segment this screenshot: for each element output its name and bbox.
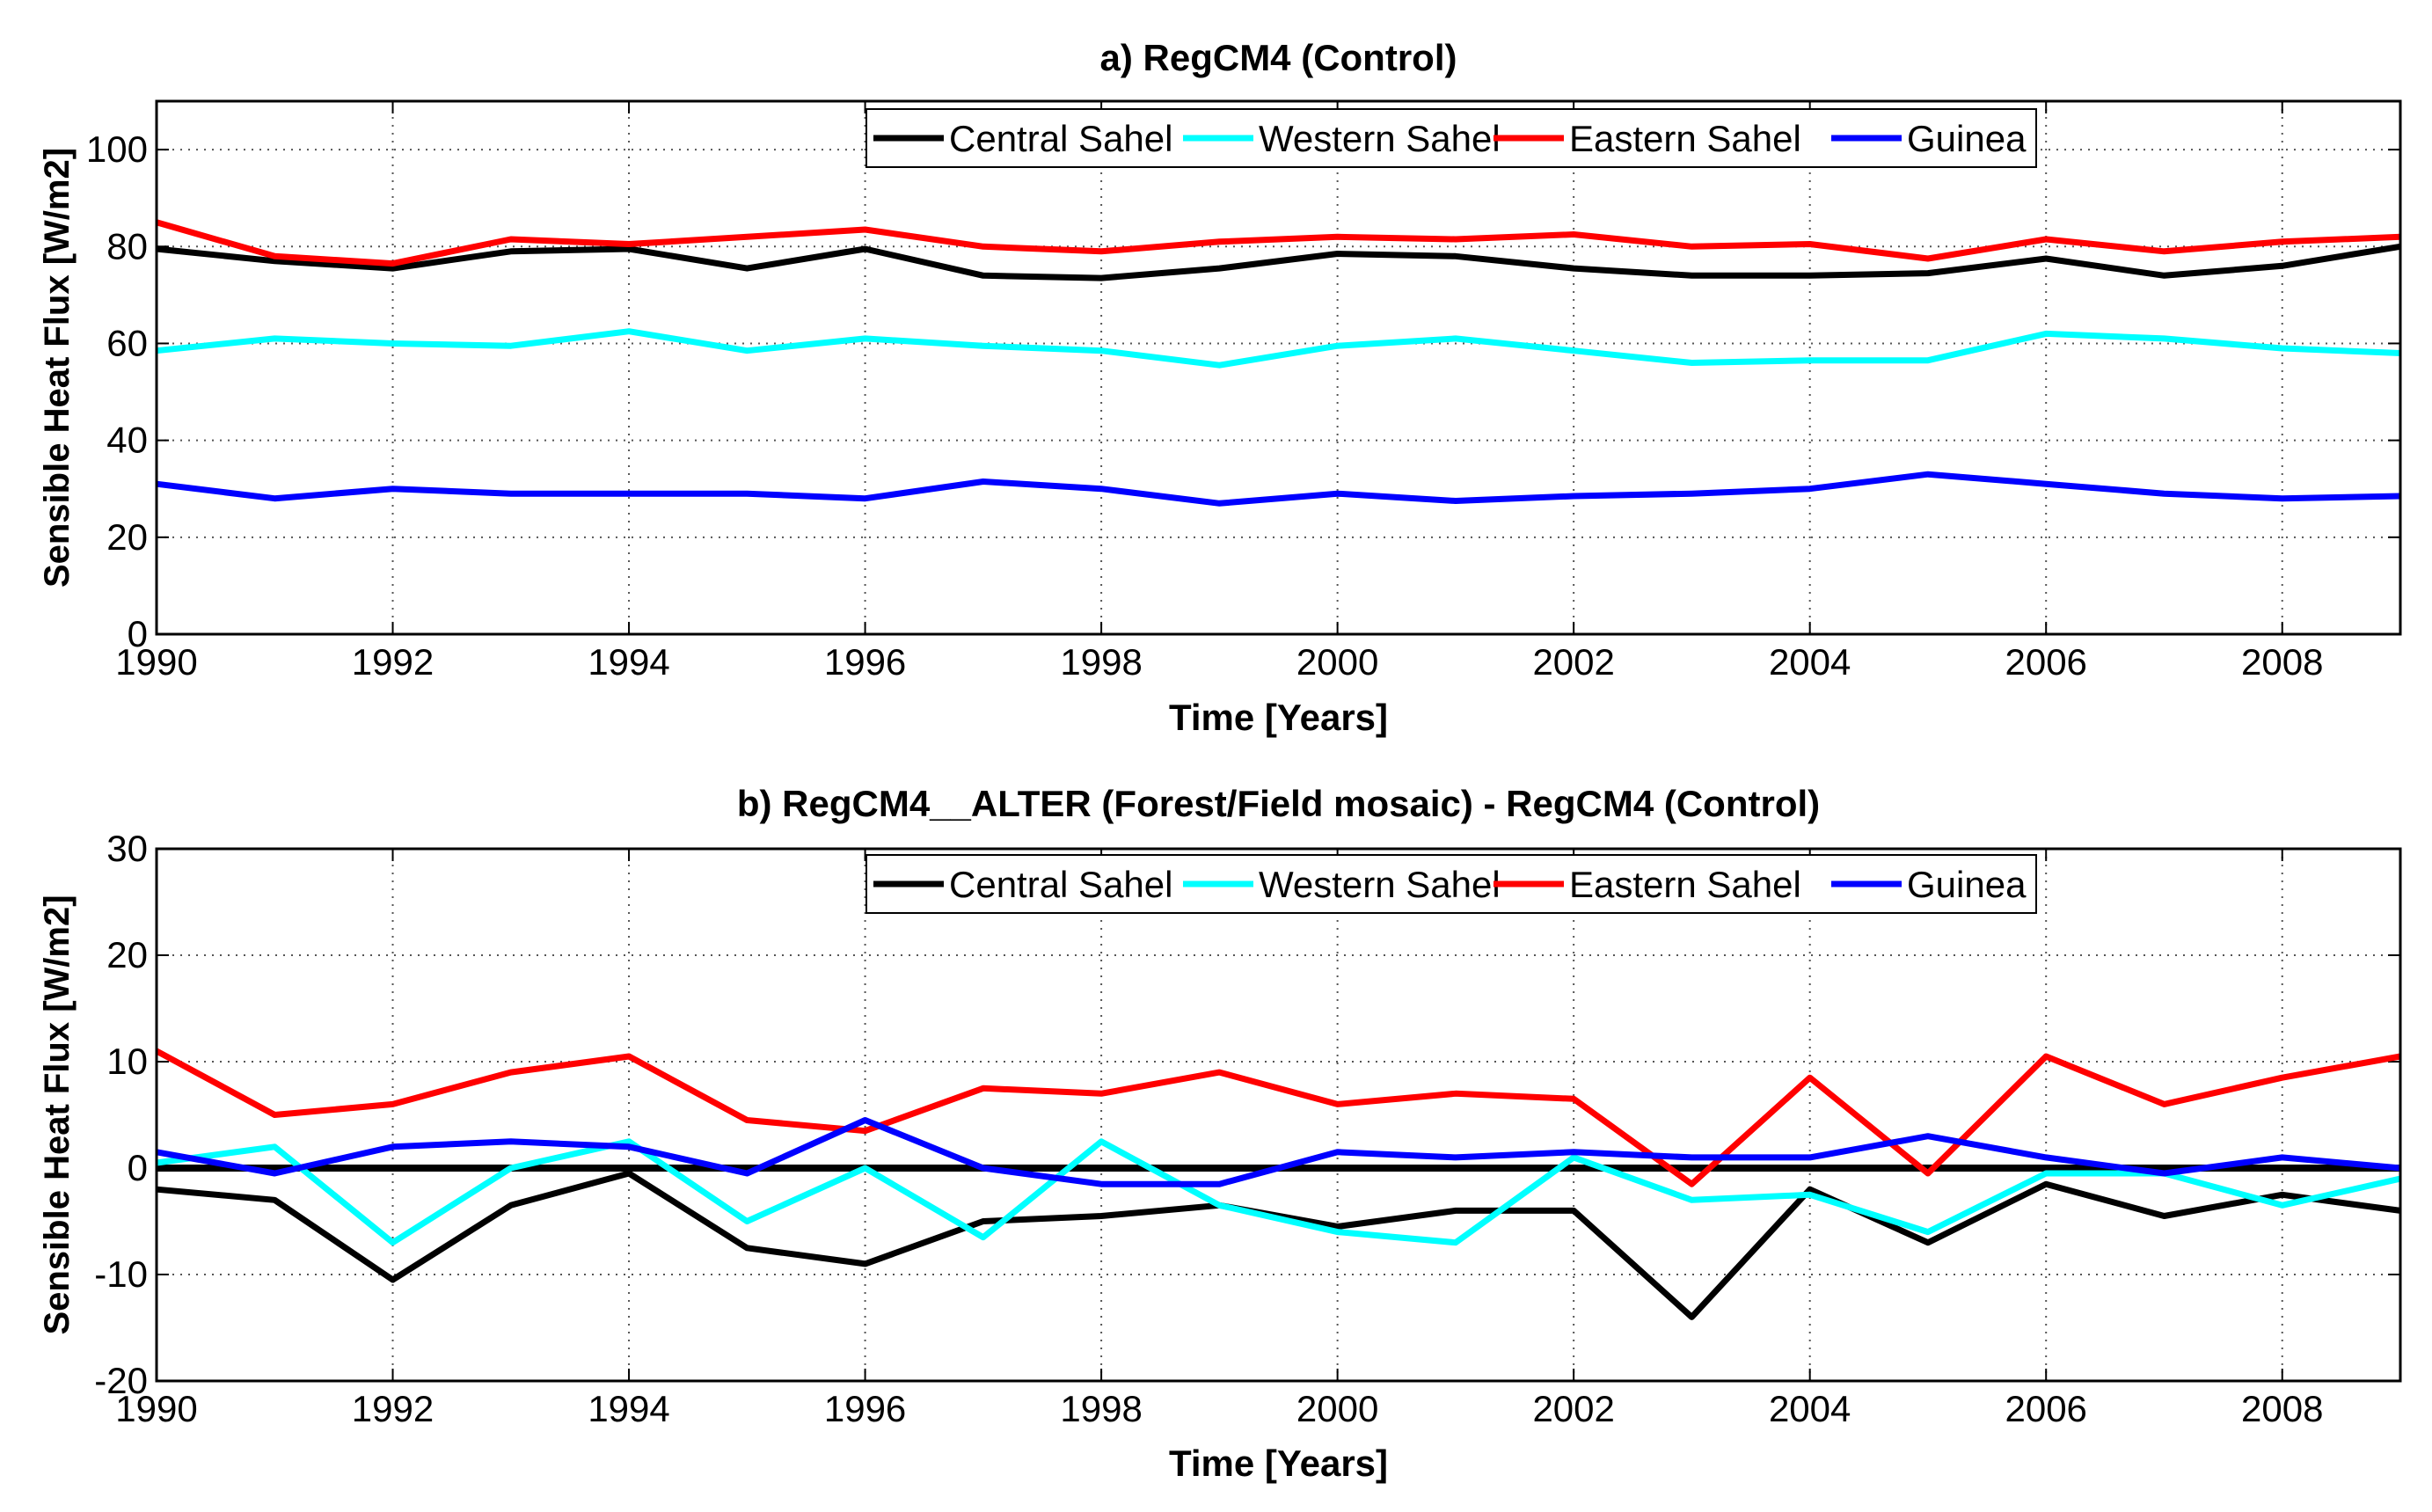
chart-title: a) RegCM4 (Control) — [1100, 37, 1457, 78]
legend-label: Central Sahel — [949, 118, 1172, 159]
series-line-guinea — [156, 1117, 2401, 1187]
y-tick-label: 30 — [106, 828, 148, 869]
y-tick-label: 60 — [106, 322, 148, 363]
series-line-eastern-sahel — [155, 1048, 2401, 1187]
x-axis-label: Time [Years] — [1169, 697, 1388, 738]
chart-a: 1990 1992 1994 1996 1998 2000 2002 2004 2006 2008… — [38, 37, 2402, 738]
x-tick-label: 2002 — [1532, 1388, 1614, 1429]
y-tick-label: 40 — [106, 420, 148, 461]
x-axis-label: Time [Years] — [1169, 1443, 1388, 1484]
legend-label: Eastern Sahel — [1569, 118, 1801, 159]
x-tick-label: 2008 — [2241, 1388, 2323, 1429]
plot-area — [157, 101, 2400, 634]
x-tick-label: 1998 — [1060, 641, 1142, 683]
x-tick-label: 1998 — [1060, 1388, 1142, 1429]
x-tick-label: 1994 — [588, 1388, 669, 1429]
y-tick-label: -10 — [94, 1253, 148, 1295]
x-tick-label: 1992 — [352, 641, 434, 683]
plot-area — [157, 849, 2400, 1381]
x-tick-label: 2004 — [1769, 641, 1851, 683]
y-axis-label: Sensible Heat Flux [W/m2] — [38, 895, 77, 1334]
chart-b: 1990 1992 1994 1996 1998 2000 2002 2004 2006 2008… — [38, 783, 2402, 1484]
x-tick-label: 1996 — [824, 1388, 906, 1429]
y-tick-label: 20 — [106, 934, 148, 975]
legend-label: Central Sahel — [949, 864, 1172, 905]
series-line-western-sahel — [156, 328, 2401, 369]
legend-label: Guinea — [1907, 864, 2027, 905]
x-tick-label: 2000 — [1296, 1388, 1378, 1429]
series-line-central-sahel — [156, 243, 2401, 281]
x-tick-label: 2006 — [2005, 641, 2086, 683]
chart-title: b) RegCM4__ALTER (Forest/Field mosaic) -… — [737, 783, 1820, 824]
y-tick-label: -20 — [94, 1360, 148, 1401]
y-tick-label: 20 — [106, 516, 148, 558]
legend-label: Eastern Sahel — [1569, 864, 1801, 905]
series-line-guinea — [156, 471, 2401, 507]
legend-label: Guinea — [1907, 118, 2027, 159]
x-tick-label: 1990 — [115, 641, 197, 683]
y-tick-label: 0 — [128, 613, 148, 654]
legend-label: Western Sahel — [1259, 864, 1501, 905]
y-tick-label: 100 — [86, 128, 148, 170]
x-tick-label: 2002 — [1532, 641, 1614, 683]
series-line-western-sahel — [156, 1138, 2401, 1246]
legend: Central Sahel Western Sahel Eastern Sahel G… — [865, 854, 2037, 914]
x-tick-label: 2004 — [1769, 1388, 1851, 1429]
y-tick-label: 10 — [106, 1041, 148, 1082]
axes-box — [155, 99, 2402, 636]
axes-box — [155, 847, 2402, 1383]
legend-label: Western Sahel — [1259, 118, 1501, 159]
x-tick-label: 2008 — [2241, 641, 2323, 683]
y-axis-label: Sensible Heat Flux [W/m2] — [38, 148, 77, 588]
x-tick-label: 1990 — [115, 1388, 197, 1429]
y-tick-label: 0 — [128, 1147, 148, 1188]
legend: Central Sahel Western Sahel Eastern Sahel G… — [865, 108, 2037, 168]
x-tick-label: 1994 — [588, 641, 669, 683]
x-tick-label: 2006 — [2005, 1388, 2086, 1429]
x-tick-label: 2000 — [1296, 641, 1378, 683]
x-tick-label: 1996 — [824, 641, 906, 683]
x-tick-label: 1992 — [352, 1388, 434, 1429]
series-line-eastern-sahel — [156, 219, 2401, 267]
y-tick-label: 80 — [106, 225, 148, 267]
